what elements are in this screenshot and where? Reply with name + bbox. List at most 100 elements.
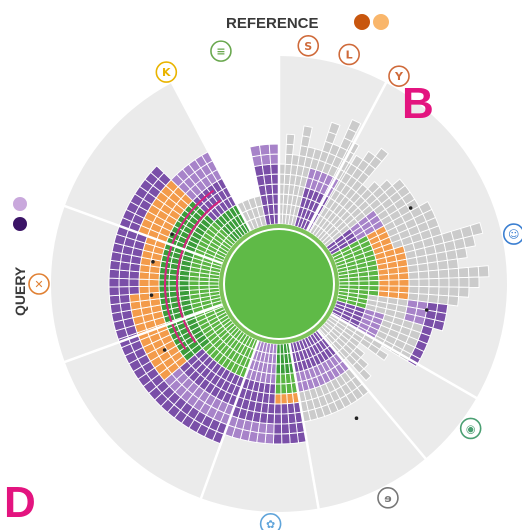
sunburst-cell [457,266,470,279]
sunburst-cell [427,261,439,272]
lungs-icon-glyph: L [346,48,353,61]
sunburst-cell [428,277,440,288]
sunburst-cell [300,135,311,148]
sunburst-cell [436,259,449,271]
center-disc [225,230,333,338]
bone-icon-ring [28,273,50,295]
brain-icon-ring [259,513,282,530]
sunburst-cell [275,373,282,385]
sunburst-cell [418,285,430,295]
reference-legend-label: REFERENCE [226,15,319,32]
sunburst-cell [437,268,450,279]
sunburst-cell [128,285,140,295]
query-legend: QUERY [12,197,28,316]
head-icon: ☺ [502,223,522,245]
sunburst-cell [138,278,150,287]
panel-letter-b: B [402,79,434,128]
eye-icon-ring [459,417,482,440]
sunburst-cell [407,264,419,274]
sunburst-cell [128,293,141,303]
center-disc-layer [219,224,339,344]
reference-light-dot [373,14,389,30]
sunburst-cell [118,293,131,305]
sunburst-cell [418,278,430,288]
intestine-icon: ≡ [210,40,232,62]
sunburst-cell [447,267,460,279]
sunburst-cell [264,432,275,445]
sunburst-cell [288,432,300,445]
uterus-icon: Y [388,65,410,87]
lungs-icon-ring [338,43,360,66]
sunburst-cell [388,279,400,287]
sunburst-cell [427,269,440,280]
ear-icon: ɘ [377,487,399,509]
eye-icon: ◉ [459,417,482,440]
head-icon-ring [502,223,522,245]
highlight-arc [176,199,222,344]
sunburst-cell [280,413,290,425]
sector-divider [198,338,261,503]
sunburst-cell [273,423,283,435]
sunburst-cell [265,422,275,435]
sunburst-cell [264,183,274,196]
kidney-icon-ring [155,61,178,83]
sunburst-cell [408,271,420,280]
sunburst-cell [108,286,120,297]
sunburst-cell [279,363,286,375]
cell-marker [151,259,155,264]
sunburst-cell [285,143,295,156]
sunburst-cell [378,273,390,281]
reference-legend: REFERENCE [226,14,389,32]
sunburst-cell [150,165,165,180]
query-legend-label: QUERY [12,266,28,316]
sunburst-cell [273,413,282,425]
sunburst-cell [378,279,390,287]
sunburst-cell [358,275,370,282]
sunburst-cell [280,383,288,395]
sunburst-cell [280,423,290,435]
sunburst-cell [198,284,210,291]
sunburst-cell [178,280,190,287]
sunburst-cell [462,235,476,249]
sunburst-cell [269,153,280,165]
eye-icon-glyph: ◉ [466,422,476,435]
cell-marker [408,206,413,210]
ear-icon-glyph: ɘ [384,492,391,505]
sunburst-cell [286,392,295,405]
sunburst-cell [428,286,440,296]
sunburst-cell [279,353,286,365]
sunburst-cell [108,294,121,306]
sunburst-cell [347,118,362,134]
sector-divider [287,340,321,513]
sunburst-cell [128,278,140,288]
sunburst-cell [438,286,450,297]
stomach-icon-ring [297,34,320,57]
sunburst-cell [408,285,420,295]
uterus-icon-glyph: Y [394,70,404,83]
sunburst-cell [274,383,282,395]
sunburst-cell [417,262,429,273]
sunburst-cell [368,280,380,287]
cell-marker [170,232,174,236]
sunburst-cell [109,302,122,315]
sunburst-cell [286,402,296,415]
sunburst-cell [118,286,130,296]
sector-dividers-layer [60,52,481,513]
sunburst-cell [288,422,298,435]
sunburst-cell [280,373,287,385]
sunburst-cell [280,393,288,405]
sunburst-cell [281,433,291,445]
sunburst-cell [398,272,410,281]
query-dark-dot [13,217,27,231]
sector-divider [315,327,430,463]
sector-divider [305,78,390,234]
intestine-icon-ring [210,40,232,62]
bone-icon-glyph: ✕ [34,278,43,291]
sector-divider [168,78,253,234]
sunburst-cell [138,292,151,302]
lungs-icon: L [338,43,360,66]
sunburst-cell [374,147,389,163]
reference-dark-dot [354,14,370,30]
cell-marker [354,416,359,421]
